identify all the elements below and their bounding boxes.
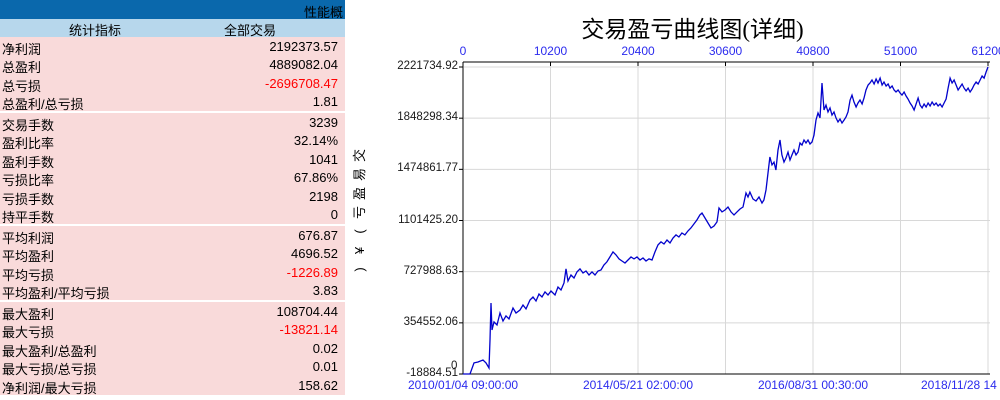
table-row[interactable]: 净利润 2192373.57 xyxy=(0,37,345,57)
group-separator xyxy=(0,224,345,226)
metric-value: -13821.14 xyxy=(279,322,338,337)
metric-label: 持平手数 xyxy=(2,210,55,225)
metric-value: 1.81 xyxy=(312,94,338,109)
metric-label: 总亏损 xyxy=(2,78,42,94)
y-tick-label: 354552.06 xyxy=(403,315,458,328)
group-separator xyxy=(0,111,345,113)
metric-value: 0 xyxy=(330,207,338,222)
table-row[interactable]: 交易手数 3239 xyxy=(0,113,345,133)
metric-value: -2696708.47 xyxy=(264,75,338,91)
y-tick-label: -18884.51 xyxy=(406,367,458,380)
stats-header-row: 统计指标 全部交易 xyxy=(0,19,345,38)
metric-label: 平均盈利/平均亏损 xyxy=(2,286,110,301)
table-row[interactable]: 亏损手数 2198 xyxy=(0,187,345,207)
table-row[interactable]: 平均亏损 -1226.89 xyxy=(0,263,345,283)
performance-panel: 性能概 统计指标 全部交易 净利润 2192373.57 总盈利 4889082.04… xyxy=(0,0,345,400)
panel-title: 性能概 xyxy=(304,5,344,19)
x-tick-label-date: 2014/05/21 02:00:00 xyxy=(582,378,694,392)
metric-value: 158.62 xyxy=(298,377,338,393)
metric-label: 平均盈利 xyxy=(2,249,55,264)
metric-value: 3.83 xyxy=(312,283,338,298)
table-row[interactable]: 最大亏损 -13821.14 xyxy=(0,320,345,340)
metric-value: 2192373.57 xyxy=(269,38,338,54)
x-tick-label-top: 10200 xyxy=(533,44,568,58)
metric-value: 4889082.04 xyxy=(269,57,338,72)
metric-label: 盈利手数 xyxy=(2,154,55,170)
metric-label: 净利润 xyxy=(2,41,42,57)
metric-value: 0.02 xyxy=(312,340,338,356)
y-tick-label: 1848298.34 xyxy=(397,111,458,124)
chart-title: 交易盈亏曲线图(详细) xyxy=(581,17,804,42)
x-tick-label-date: 2016/08/31 00:30:00 xyxy=(757,378,869,392)
y-tick-label: 1474861.77 xyxy=(397,162,458,175)
origin-label: 0 xyxy=(451,360,458,372)
metric-label: 总盈利/总亏损 xyxy=(2,97,84,112)
table-row[interactable]: 盈利手数 1041 xyxy=(0,150,345,170)
y-tick-label: 1101425.20 xyxy=(398,213,458,226)
table-row[interactable]: 总盈利 4889082.04 xyxy=(0,55,345,75)
metric-value: 108704.44 xyxy=(276,303,338,319)
stats-rows: 净利润 2192373.57 总盈利 4889082.04 总亏损 -2696708.47… xyxy=(0,37,345,396)
table-row[interactable]: 最大盈利 108704.44 xyxy=(0,302,345,322)
x-tick-label-top: 0 xyxy=(459,44,467,58)
metric-label: 最大亏损/总亏损 xyxy=(2,362,97,377)
metric-value: 4696.52 xyxy=(291,246,338,261)
metric-label: 盈利比率 xyxy=(2,136,55,151)
metric-label: 交易手数 xyxy=(2,117,55,133)
pnl-curve-line xyxy=(463,66,989,375)
panel-titlebar: 性能概 xyxy=(0,0,345,19)
table-row[interactable]: 平均盈利/平均亏损 3.83 xyxy=(0,281,345,301)
x-tick-label-date: 2010/01/04 09:00:00 xyxy=(407,378,519,392)
metric-value: 3239 xyxy=(309,114,338,130)
x-tick-label-top: 51000 xyxy=(883,44,918,58)
table-row[interactable]: 最大盈利/总盈利 0.02 xyxy=(0,339,345,359)
metric-value: 676.87 xyxy=(298,227,338,243)
y-tick-label: 727988.63 xyxy=(403,264,458,277)
x-tick-label-top: 40800 xyxy=(796,44,830,58)
x-tick-label-top: 20400 xyxy=(621,44,655,58)
metric-label: 最大亏损 xyxy=(2,325,55,340)
column-header-metric[interactable]: 统计指标 xyxy=(68,23,121,38)
table-row[interactable]: 总盈利/总亏损 1.81 xyxy=(0,92,345,112)
table-row[interactable]: 盈利比率 32.14% xyxy=(0,131,345,151)
metric-value: 32.14% xyxy=(293,133,338,148)
metric-value: 67.86% xyxy=(293,170,338,185)
table-row[interactable]: 持平手数 0 xyxy=(0,205,345,225)
table-row[interactable]: 总亏损 -2696708.47 xyxy=(0,74,345,94)
metric-value: 0.01 xyxy=(312,359,338,374)
column-header-all-trades[interactable]: 全部交易 xyxy=(223,23,276,38)
table-row[interactable]: 平均利润 676.87 xyxy=(0,226,345,246)
metric-label: 最大盈利 xyxy=(2,306,55,322)
metric-label: 总盈利 xyxy=(2,60,42,75)
table-row[interactable]: 亏损比率 67.86% xyxy=(0,168,345,188)
group-separator xyxy=(0,300,345,302)
metric-label: 净利润/最大亏损 xyxy=(2,380,97,396)
x-tick-label-top: 61200 xyxy=(971,44,1000,58)
table-row[interactable]: 最大亏损/总亏损 0.01 xyxy=(0,357,345,377)
x-tick-label-top: 30600 xyxy=(708,44,743,58)
table-row[interactable]: 平均盈利 4696.52 xyxy=(0,244,345,264)
metric-label: 最大盈利/总盈利 xyxy=(2,343,97,359)
table-row[interactable]: 净利润/最大亏损 158.62 xyxy=(0,376,345,396)
metric-label: 亏损手数 xyxy=(2,191,55,207)
metric-value: 2198 xyxy=(309,188,338,204)
metric-label: 平均利润 xyxy=(2,230,55,246)
y-tick-label: 2221734.92 xyxy=(397,60,458,72)
metric-value: 1041 xyxy=(309,151,338,167)
metric-label: 亏损比率 xyxy=(2,173,55,188)
metric-label: 平均亏损 xyxy=(2,267,55,283)
metric-value: -1226.89 xyxy=(286,264,338,280)
x-tick-label-date: 2018/11/28 14 xyxy=(921,378,997,392)
